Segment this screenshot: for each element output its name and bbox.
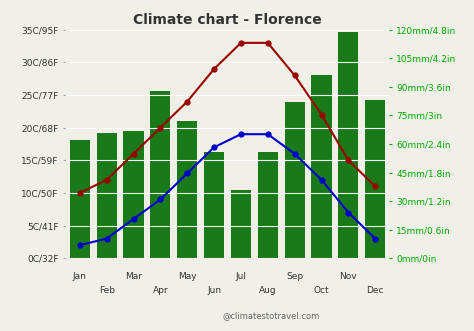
Text: Jan: Jan (73, 272, 87, 281)
Bar (150, 91, 171, 258)
Text: Oct: Oct (314, 286, 329, 295)
Text: Apr: Apr (153, 286, 168, 295)
Text: Aug: Aug (259, 286, 277, 295)
Bar (311, 75, 332, 258)
Text: Jul: Jul (236, 272, 246, 281)
Text: Dec: Dec (366, 286, 384, 295)
Bar (284, 102, 305, 258)
Bar (258, 152, 278, 258)
Text: Mar: Mar (125, 272, 142, 281)
Bar (231, 190, 251, 258)
Title: Climate chart - Florence: Climate chart - Florence (133, 13, 322, 27)
Bar (70, 140, 90, 258)
Bar (123, 131, 144, 258)
Text: May: May (178, 272, 197, 281)
Bar (177, 121, 197, 258)
Text: Nov: Nov (339, 272, 357, 281)
Text: Feb: Feb (99, 286, 115, 295)
Text: @climatestotravel.com: @climatestotravel.com (223, 311, 320, 320)
Bar (97, 132, 117, 258)
Bar (338, 32, 358, 258)
Text: Sep: Sep (286, 272, 303, 281)
Bar (204, 152, 224, 258)
Bar (365, 100, 385, 258)
Text: Jun: Jun (207, 286, 221, 295)
